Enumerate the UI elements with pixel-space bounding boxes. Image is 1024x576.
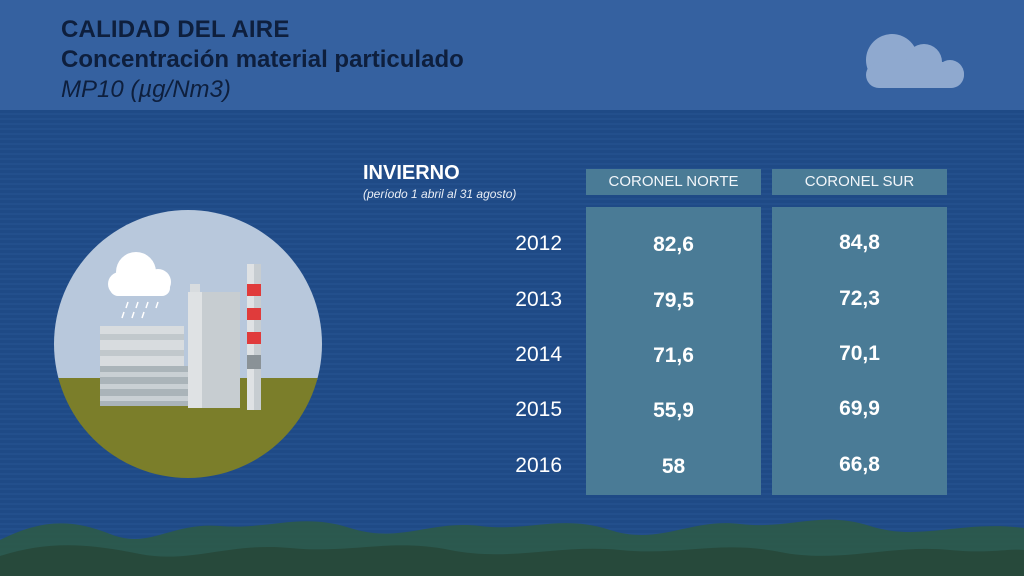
column-header-coronel-sur: CORONEL SUR — [772, 169, 947, 195]
row-year: 2016 — [515, 454, 562, 477]
header-band: CALIDAD DEL AIRE Concentración material … — [0, 0, 1024, 110]
value-sur: 72,3 — [839, 287, 880, 310]
value-sur: 69,9 — [839, 397, 880, 420]
row-year: 2015 — [515, 398, 562, 421]
column-panel-coronel-norte — [586, 207, 761, 495]
value-norte: 79,5 — [653, 289, 694, 312]
page-title: CALIDAD DEL AIRE — [61, 16, 290, 43]
column-panel-coronel-sur — [772, 207, 947, 495]
chimney-icon — [247, 264, 261, 410]
value-norte: 82,6 — [653, 233, 694, 256]
factory-illustration — [54, 210, 322, 478]
value-norte: 55,9 — [653, 399, 694, 422]
row-year: 2014 — [515, 343, 562, 366]
value-sur: 84,8 — [839, 231, 880, 254]
value-sur: 70,1 — [839, 342, 880, 365]
page-subtitle: Concentración material particulado — [61, 46, 464, 73]
value-sur: 66,8 — [839, 453, 880, 476]
season-title: INVIERNO — [363, 162, 460, 184]
column-header-coronel-norte: CORONEL NORTE — [586, 169, 761, 195]
row-year: 2013 — [515, 288, 562, 311]
row-year: 2012 — [515, 232, 562, 255]
cloud-icon — [866, 34, 964, 88]
factory-icon — [100, 284, 240, 408]
season-period-note: (período 1 abril al 31 agosto) — [363, 187, 517, 201]
rain-cloud-icon — [108, 252, 171, 319]
unit-label: MP10 (µg/Nm3) — [61, 76, 231, 103]
mountains-decoration — [0, 519, 1024, 576]
value-norte: 71,6 — [653, 344, 694, 367]
value-norte: 58 — [661, 455, 686, 478]
